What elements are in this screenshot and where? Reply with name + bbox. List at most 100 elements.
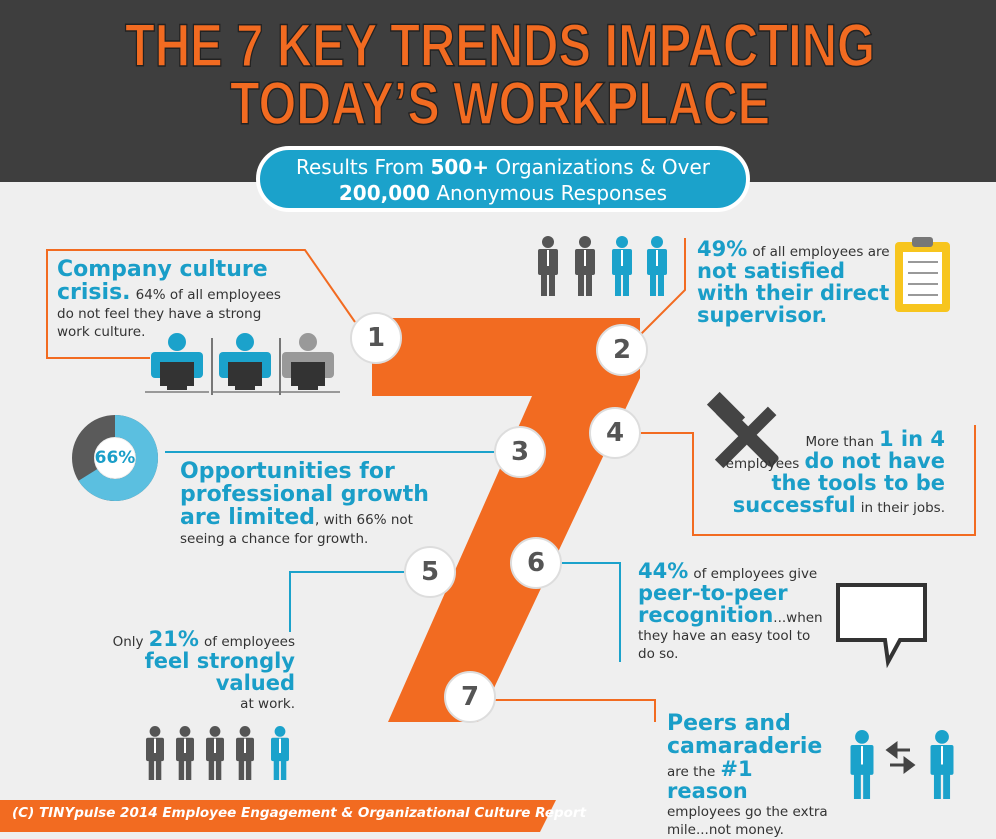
connector bbox=[289, 571, 406, 632]
trend-body: of employees give bbox=[693, 566, 818, 582]
monitor-stand bbox=[235, 386, 255, 390]
person-leg bbox=[943, 773, 951, 799]
person-head bbox=[651, 236, 663, 248]
person-leg bbox=[208, 760, 215, 780]
trend-text: Only 21% of employees feel strongly valu… bbox=[100, 628, 295, 712]
connector bbox=[639, 238, 686, 336]
hammer-handle bbox=[714, 406, 777, 469]
trend-figure: 49% bbox=[697, 237, 748, 261]
number-circle bbox=[510, 537, 562, 589]
worker-icon bbox=[276, 333, 340, 393]
big-seven bbox=[372, 318, 640, 722]
trend-figure: #1 reason bbox=[667, 757, 753, 804]
person-leg bbox=[273, 760, 280, 780]
trend-headline: do not have the tools to be successful bbox=[732, 449, 945, 518]
trend-body: at work. bbox=[240, 696, 295, 713]
trend-text: More than 1 in 4 employees do not have t… bbox=[695, 428, 945, 516]
person-icon bbox=[612, 236, 632, 296]
trend-number: 5 bbox=[421, 557, 439, 587]
trend-body: employees bbox=[725, 456, 800, 473]
footer: (C) TINYpulse 2014 Employee Engagement &… bbox=[12, 805, 587, 821]
monitor bbox=[291, 362, 325, 386]
worker-head bbox=[236, 333, 254, 351]
person-leg bbox=[863, 773, 871, 799]
person-leg bbox=[658, 274, 664, 296]
trend-headline: peer-to-peer recognition bbox=[638, 581, 788, 628]
trend-body: ...when they have an easy tool to do so. bbox=[638, 610, 823, 663]
trend-figure: 1 in 4 bbox=[879, 427, 945, 451]
trend-body: 64% of all employees do not feel they ha… bbox=[57, 287, 281, 341]
trend-headline: Opportunities for professional growth ar… bbox=[180, 459, 429, 531]
person-leg bbox=[148, 760, 155, 780]
number-circle bbox=[444, 671, 496, 723]
trend-body: of all employees are bbox=[752, 244, 890, 260]
person-head bbox=[579, 236, 591, 248]
trend-body: More than bbox=[805, 434, 874, 450]
person-head bbox=[935, 730, 949, 744]
number-circle bbox=[596, 324, 648, 376]
person-leg bbox=[155, 760, 162, 780]
connector bbox=[560, 562, 621, 662]
person-icon bbox=[236, 726, 254, 780]
person-icon bbox=[930, 730, 954, 799]
person-leg bbox=[245, 760, 252, 780]
person-icon bbox=[538, 236, 558, 296]
person-head bbox=[855, 730, 869, 744]
hammer-head bbox=[706, 391, 746, 431]
subtitle-text: Results From bbox=[295, 155, 425, 179]
monitor-stand bbox=[167, 386, 187, 390]
connector bbox=[46, 249, 356, 359]
person-leg bbox=[178, 760, 185, 780]
person-leg bbox=[185, 760, 192, 780]
subtitle-figure: 200,000 bbox=[338, 181, 430, 205]
worker-icon bbox=[213, 333, 277, 393]
connector bbox=[640, 425, 976, 536]
monitor bbox=[228, 362, 262, 386]
worker-head bbox=[299, 333, 317, 351]
person-head bbox=[149, 726, 161, 737]
trend-headline: feel strongly valued bbox=[144, 649, 295, 696]
number-circles: 1 2 3 4 5 6 7 bbox=[350, 312, 648, 723]
speech-bubble bbox=[836, 583, 927, 669]
trend-text: Company culture crisis. 64% of all emplo… bbox=[57, 258, 285, 340]
person-icon bbox=[176, 726, 194, 780]
subtitle-figure: 500+ bbox=[430, 155, 489, 179]
connector bbox=[494, 699, 656, 722]
person-head bbox=[179, 726, 191, 737]
trend-number: 2 bbox=[613, 335, 631, 365]
trend-headline: not satisfied with their direct supervis… bbox=[697, 259, 890, 328]
trend-text: Opportunities for professional growth ar… bbox=[180, 460, 430, 547]
worker-head bbox=[168, 333, 186, 351]
person-leg bbox=[280, 760, 287, 780]
number-circle bbox=[589, 407, 641, 459]
person-icon bbox=[647, 236, 667, 296]
subtitle: Results From 500+ Organizations & Over 2… bbox=[285, 154, 721, 206]
icons bbox=[145, 236, 954, 799]
person-head bbox=[274, 726, 286, 737]
person-head bbox=[239, 726, 251, 737]
person-leg bbox=[541, 274, 547, 296]
number-circle bbox=[350, 312, 402, 364]
title-line: THE 7 KEY TRENDS IMPACTING bbox=[125, 12, 875, 79]
subtitle-text: Anonymous Responses bbox=[436, 181, 668, 205]
worker-icon bbox=[145, 333, 209, 393]
person-icon bbox=[146, 726, 164, 780]
donut-label: 66% bbox=[95, 448, 136, 468]
clipboard-clip bbox=[912, 237, 933, 247]
person-leg bbox=[615, 274, 621, 296]
trend-figure: 21% bbox=[148, 627, 199, 651]
trend-body: , with 66% not seeing a chance for growt… bbox=[180, 512, 413, 548]
trend-number: 1 bbox=[367, 323, 385, 353]
person-head bbox=[542, 236, 554, 248]
person-leg bbox=[623, 274, 629, 296]
person-leg bbox=[650, 274, 656, 296]
subtitle-pill bbox=[256, 146, 750, 212]
person-icon bbox=[575, 236, 595, 296]
clipboard-paper bbox=[903, 252, 942, 304]
trend-number: 6 bbox=[527, 548, 545, 578]
title-line: TODAY’S WORKPLACE bbox=[230, 70, 770, 137]
trend-number: 7 bbox=[461, 682, 479, 712]
donut-hole bbox=[95, 438, 135, 478]
person-icon bbox=[271, 726, 289, 780]
